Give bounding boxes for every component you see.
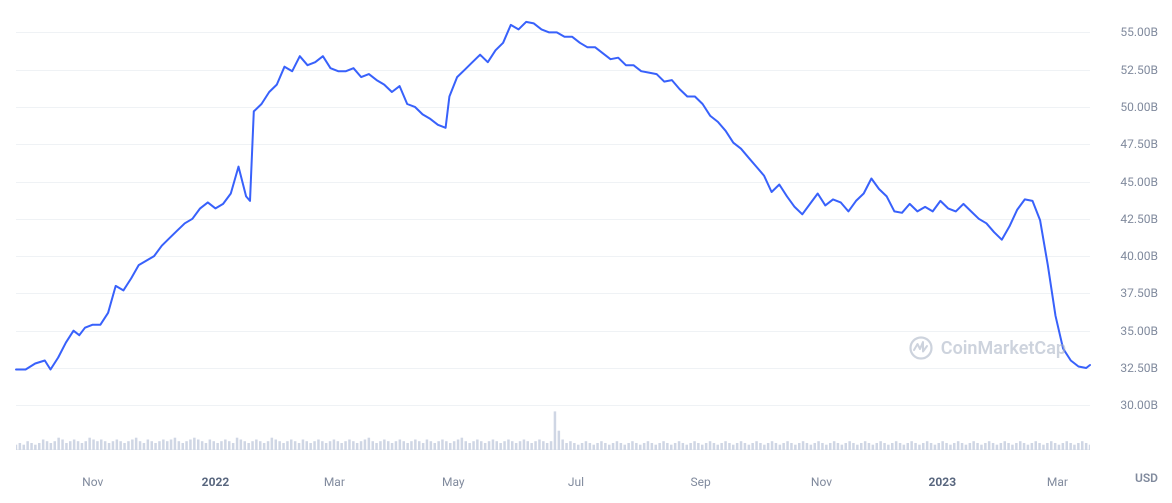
y-tick-label: 30.00B: [1120, 398, 1158, 412]
y-tick-label: 52.50B: [1120, 63, 1158, 77]
y-tick-label: 55.00B: [1120, 25, 1158, 39]
x-tick-label: Mar: [324, 475, 345, 489]
coinmarketcap-icon: [909, 336, 933, 360]
y-tick-label: 35.00B: [1120, 324, 1158, 338]
y-tick-label: 45.00B: [1120, 175, 1158, 189]
price-chart: CoinMarketCap 30.00B 32.50B 35.00B 37.50B 40…: [0, 0, 1172, 503]
x-tick-label: Nov: [811, 475, 832, 489]
volume-bars: [16, 408, 1090, 450]
y-tick-label: 32.50B: [1120, 361, 1158, 375]
x-tick-label: May: [442, 475, 465, 489]
x-axis: Nov 2022 Mar May Jul Sep Nov 2023 Mar: [16, 469, 1090, 499]
x-tick-label: 2023: [929, 475, 957, 489]
x-tick-label: Nov: [82, 475, 103, 489]
y-axis: 30.00B 32.50B 35.00B 37.50B 40.00B 42.50B 45.0…: [1090, 10, 1158, 450]
y-tick-label: 50.00B: [1120, 100, 1158, 114]
price-line: [16, 10, 1090, 450]
y-tick-label: 37.50B: [1120, 286, 1158, 300]
y-tick-label: 40.00B: [1120, 249, 1158, 263]
y-tick-label: 47.50B: [1120, 137, 1158, 151]
x-tick-label: Jul: [568, 475, 584, 489]
plot-area[interactable]: CoinMarketCap: [16, 10, 1090, 450]
x-tick-label: Mar: [1047, 475, 1068, 489]
x-tick-label: 2022: [202, 475, 230, 489]
y-axis-unit: USD: [1135, 471, 1158, 485]
watermark: CoinMarketCap: [909, 336, 1066, 360]
watermark-text: CoinMarketCap: [941, 338, 1066, 359]
y-tick-label: 42.50B: [1120, 212, 1158, 226]
x-tick-label: Sep: [691, 475, 711, 489]
